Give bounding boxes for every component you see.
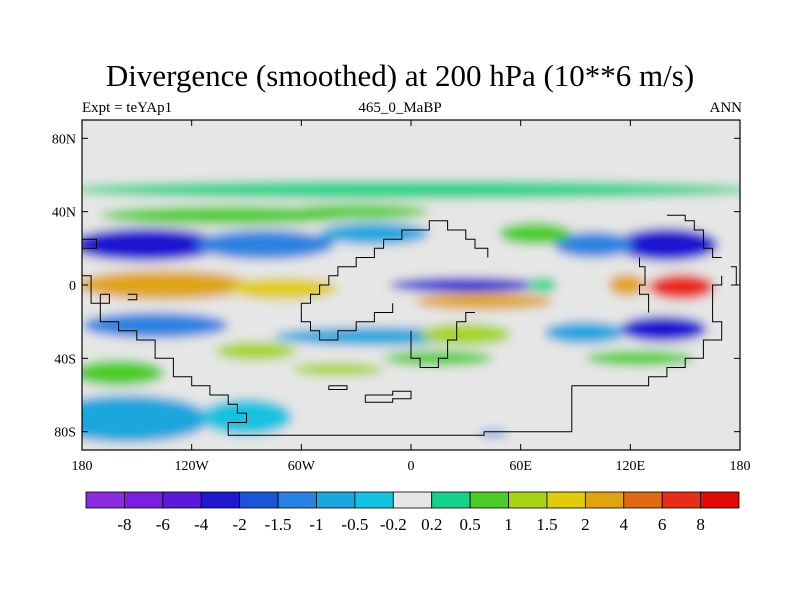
axes: 180 120W 60W 0 60E 120E 180 80N 40N 0 40S 80S [52, 120, 751, 474]
colorbar-label: -1.5 [265, 515, 292, 534]
subtitle-season: ANN [709, 100, 743, 116]
divergence-cell [215, 341, 296, 361]
colorbar-swatch [316, 491, 356, 509]
x-tick-label: 60W [288, 459, 316, 474]
colorbar-label: 4 [620, 515, 629, 534]
coastline [410, 312, 475, 368]
divergence-cell [195, 230, 335, 260]
coastline [99, 293, 110, 304]
colorbar-swatch [277, 491, 317, 509]
colorbar-swatch [124, 491, 164, 509]
coastline [328, 385, 348, 390]
colorbar-swatch [354, 491, 394, 509]
x-tick-label: 180 [72, 459, 93, 474]
divergence-cell [619, 316, 708, 342]
colorbar-swatch [431, 491, 471, 509]
colorbar-label: -0.5 [341, 515, 368, 534]
divergence-cell [584, 351, 695, 366]
divergence-cell [553, 231, 634, 258]
colorbar-label: -8 [117, 515, 131, 534]
colorbar-label: -6 [156, 515, 170, 534]
divergence-cell [82, 395, 210, 443]
colorbar-label: 1.5 [536, 515, 557, 534]
y-tick-label: 80S [54, 426, 76, 441]
coastline [82, 238, 98, 249]
divergence-cell [544, 321, 625, 344]
divergence-cell [648, 274, 715, 300]
colorbar-label: 8 [696, 515, 705, 534]
colorbar-swatch [162, 491, 202, 509]
divergence-cell [420, 323, 512, 346]
divergence-cell [527, 277, 558, 293]
colorbar-label: -4 [194, 515, 209, 534]
colorbar-swatch [661, 491, 701, 509]
colorbar-label: 1 [504, 515, 513, 534]
divergence-cell [82, 180, 740, 199]
divergence-cell [389, 277, 543, 293]
colorbar-swatch [700, 491, 740, 509]
coastline-outlines [82, 214, 737, 436]
divergence-field [82, 120, 740, 450]
colorbar-label: 6 [658, 515, 667, 534]
coastline [364, 390, 412, 403]
coastline [82, 275, 723, 436]
colorbar-swatch [584, 491, 625, 509]
colorbar-swatch [200, 491, 241, 509]
coastline [666, 214, 722, 258]
coastline [127, 293, 138, 301]
colorbar-label: 0.2 [421, 515, 442, 534]
colorbar-label: 0.5 [459, 515, 480, 534]
colorbar-label: -1 [309, 515, 323, 534]
divergence-cell [292, 362, 384, 376]
y-tick-label: 40S [54, 352, 76, 367]
coastline [639, 257, 650, 313]
coastline [300, 303, 394, 341]
x-tick-label: 120E [616, 459, 646, 474]
x-tick-label: 0 [408, 459, 415, 474]
colorbar-swatch [469, 491, 509, 509]
divergence-cell [82, 270, 252, 300]
colorbar-swatch [239, 491, 279, 509]
colorbar-swatch [508, 491, 548, 509]
divergence-cell [228, 277, 338, 300]
divergence-cell [82, 312, 229, 339]
divergence-cell [498, 222, 572, 245]
colorbar-label: 2 [581, 515, 590, 534]
colorbar-swatch [623, 491, 663, 509]
colorbar-swatch [85, 491, 125, 509]
x-tick-label: 60E [509, 459, 532, 474]
x-tick-label: 180 [730, 459, 751, 474]
y-tick-label: 0 [69, 279, 76, 294]
subtitle-experiment: Expt = teYAp1 [82, 100, 173, 116]
colorbar-label: -2 [233, 515, 247, 534]
chart-title: Divergence (smoothed) at 200 hPa (10**6 … [105, 58, 695, 93]
divergence-cell [82, 228, 223, 262]
colorbar-label: -0.2 [380, 515, 407, 534]
y-tick-label: 40N [52, 206, 76, 221]
divergence-cell [82, 360, 165, 386]
coastline [730, 266, 737, 286]
divergence-cell [608, 274, 645, 296]
divergence-cell [319, 222, 430, 245]
y-tick-label: 80N [52, 132, 76, 147]
colorbar-swatch [392, 491, 433, 509]
divergence-cell [615, 228, 719, 262]
divergence-cell [414, 293, 554, 310]
coastline [301, 220, 489, 304]
subtitle-period: 465_0_MaBP [358, 100, 442, 116]
colorbar: -8 -6 -4 -2 -1.5 -1 -0.5 -0.2 0.2 0.5 1 1.5 2 4 6 8 [85, 491, 740, 534]
x-tick-label: 120W [175, 459, 210, 474]
divergence-cell [283, 204, 430, 220]
colorbar-swatch [546, 491, 586, 509]
